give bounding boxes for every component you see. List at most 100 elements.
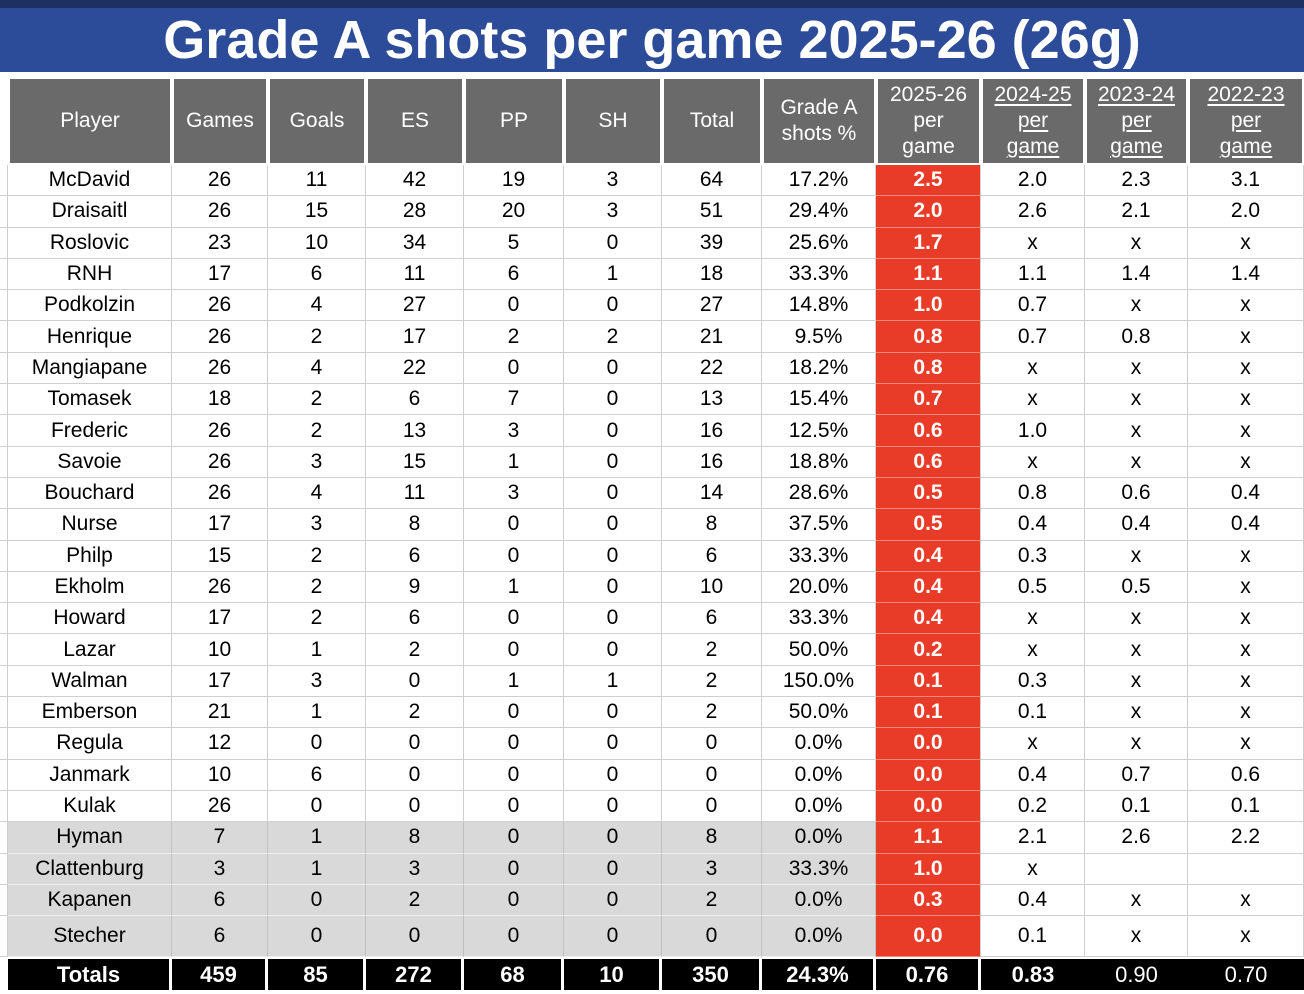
- player-name-cell: Clattenburg: [8, 853, 172, 885]
- gutter-cell: [0, 957, 8, 991]
- cell-2024-25-per-game: 0.2: [981, 790, 1085, 823]
- cell-games: 21: [172, 697, 268, 729]
- cell-es: 11: [366, 258, 464, 291]
- cell-pp: 0: [464, 916, 564, 958]
- cell-sh: 0: [564, 728, 662, 760]
- cell-goals: 2: [268, 603, 366, 635]
- cell-es: 42: [366, 165, 464, 197]
- gutter-cell: [0, 509, 8, 541]
- cell-games: 17: [172, 603, 268, 635]
- cell-es: 13: [366, 415, 464, 447]
- cell-pp: 0: [464, 634, 564, 666]
- cell-pp: 0: [464, 822, 564, 854]
- cell-goals: 3: [268, 665, 366, 698]
- cell-es: 11: [366, 477, 464, 510]
- cell-2024-25-per-game: 0.5: [981, 571, 1085, 604]
- cell-pp: 20: [464, 196, 564, 228]
- cell-total: 64: [662, 165, 762, 197]
- player-name-cell: Stecher: [8, 916, 172, 958]
- cell-total: 27: [662, 290, 762, 322]
- column-header-games: Games: [172, 77, 268, 165]
- cell-2025-26-per-game: 0.1: [876, 665, 981, 698]
- cell-goals: 1: [268, 822, 366, 854]
- gutter-cell: [0, 759, 8, 791]
- cell-2025-26-per-game: 0.4: [876, 540, 981, 572]
- cell-2022-23-per-game: x: [1188, 884, 1304, 917]
- cell-2023-24-per-game: 0.5: [1085, 571, 1188, 604]
- cell-grade-a-shots-pct: 33.3%: [762, 540, 876, 572]
- table-header-row: Player Games Goals ES PP SH Total Grade A shots…: [0, 77, 1304, 165]
- totals-cell-2025-26-per-game: 0.76: [876, 957, 981, 991]
- cell-total: 2: [662, 697, 762, 729]
- cell-grade-a-shots-pct: 25.6%: [762, 227, 876, 259]
- cell-goals: 1: [268, 853, 366, 885]
- cell-2025-26-per-game: 0.0: [876, 728, 981, 760]
- cell-es: 15: [366, 446, 464, 478]
- cell-total: 16: [662, 446, 762, 478]
- cell-total: 6: [662, 603, 762, 635]
- cell-pp: 2: [464, 321, 564, 353]
- cell-total: 21: [662, 321, 762, 353]
- cell-grade-a-shots-pct: 0.0%: [762, 822, 876, 854]
- title-bar: Grade A shots per game 2025-26 (26g): [0, 8, 1304, 72]
- cell-2023-24-per-game: x: [1085, 697, 1188, 729]
- cell-games: 17: [172, 665, 268, 698]
- player-name-cell: Draisaitl: [8, 196, 172, 228]
- cell-sh: 0: [564, 415, 662, 447]
- cell-2022-23-per-game: x: [1188, 728, 1304, 760]
- cell-grade-a-shots-pct: 17.2%: [762, 165, 876, 197]
- table-row: Philp 15 2 6 0 0 6 33.3% 0.4 0.3 x x: [0, 540, 1304, 572]
- totals-cell-2023-24-per-game: 0.90: [1085, 957, 1188, 991]
- table-row: McDavid 26 11 42 19 3 64 17.2% 2.5 2.0 2.3 3.1: [0, 165, 1304, 197]
- cell-total: 2: [662, 884, 762, 917]
- cell-2022-23-per-game: x: [1188, 227, 1304, 259]
- table-row: Janmark 10 6 0 0 0 0 0.0% 0.0 0.4 0.7 0.6: [0, 759, 1304, 791]
- cell-sh: 1: [564, 665, 662, 698]
- cell-2022-23-per-game: x: [1188, 697, 1304, 729]
- player-name-cell: Janmark: [8, 759, 172, 791]
- cell-2025-26-per-game: 0.0: [876, 790, 981, 823]
- cell-es: 2: [366, 697, 464, 729]
- gutter-cell: [0, 540, 8, 572]
- cell-sh: 0: [564, 822, 662, 854]
- cell-2022-23-per-game: 0.4: [1188, 509, 1304, 541]
- cell-2022-23-per-game: 0.6: [1188, 759, 1304, 791]
- cell-2024-25-per-game: 0.7: [981, 321, 1085, 353]
- player-name-cell: Frederic: [8, 415, 172, 447]
- player-name-cell: Lazar: [8, 634, 172, 666]
- column-header-goals: Goals: [268, 77, 366, 165]
- cell-sh: 0: [564, 509, 662, 541]
- cell-2022-23-per-game: x: [1188, 352, 1304, 385]
- cell-es: 8: [366, 822, 464, 854]
- totals-cell-goals: 85: [268, 957, 366, 991]
- cell-goals: 6: [268, 258, 366, 291]
- cell-goals: 0: [268, 790, 366, 823]
- cell-pp: 0: [464, 352, 564, 385]
- table-row: Hyman 7 1 8 0 0 8 0.0% 1.1 2.1 2.6 2.2: [0, 822, 1304, 854]
- cell-2022-23-per-game: x: [1188, 916, 1304, 958]
- cell-games: 10: [172, 759, 268, 791]
- cell-2025-26-per-game: 0.8: [876, 321, 981, 353]
- cell-goals: 11: [268, 165, 366, 197]
- cell-games: 15: [172, 540, 268, 572]
- column-header-2023-24-per-game: 2023-24 per game: [1085, 77, 1188, 165]
- cell-goals: 3: [268, 446, 366, 478]
- cell-2025-26-per-game: 0.5: [876, 477, 981, 510]
- cell-games: 18: [172, 384, 268, 416]
- table-row: Henrique 26 2 17 2 2 21 9.5% 0.8 0.7 0.8 x: [0, 321, 1304, 353]
- table-row: Podkolzin 26 4 27 0 0 27 14.8% 1.0 0.7 x x: [0, 290, 1304, 322]
- cell-2024-25-per-game: 1.1: [981, 258, 1085, 291]
- cell-2025-26-per-game: 0.0: [876, 759, 981, 791]
- cell-pp: 19: [464, 165, 564, 197]
- cell-es: 9: [366, 571, 464, 604]
- cell-total: 3: [662, 853, 762, 885]
- divider: [0, 72, 1304, 77]
- table-row: Nurse 17 3 8 0 0 8 37.5% 0.5 0.4 0.4 0.4: [0, 509, 1304, 541]
- cell-pp: 0: [464, 759, 564, 791]
- table-row: Lazar 10 1 2 0 0 2 50.0% 0.2 x x x: [0, 634, 1304, 666]
- cell-total: 0: [662, 759, 762, 791]
- cell-2023-24-per-game: x: [1085, 728, 1188, 760]
- cell-2025-26-per-game: 0.7: [876, 384, 981, 416]
- cell-games: 6: [172, 884, 268, 917]
- cell-2022-23-per-game: 0.4: [1188, 477, 1304, 510]
